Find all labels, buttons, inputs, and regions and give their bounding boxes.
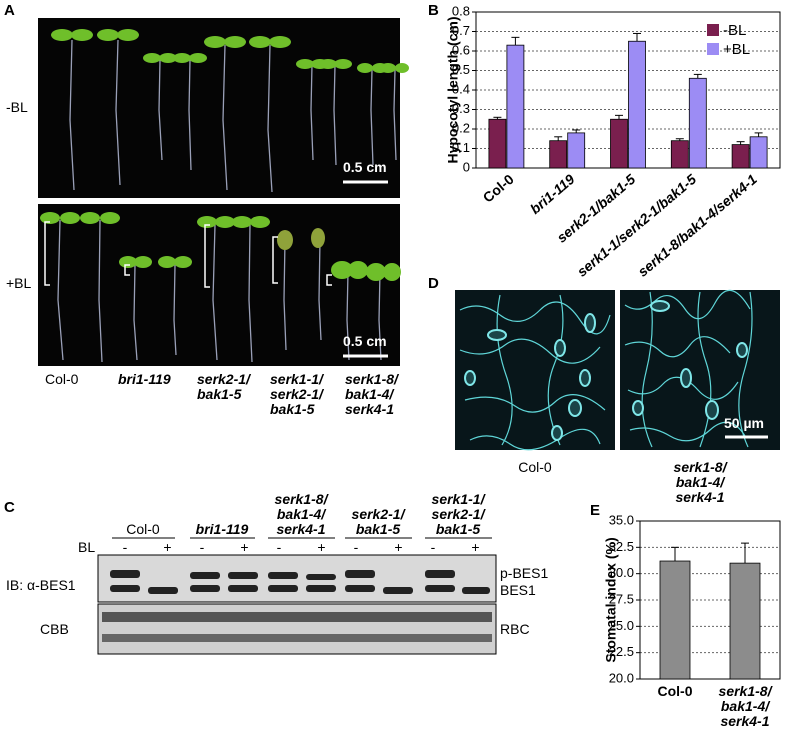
genotype-label: serk1-1/ serk2-1/ bak1-5 — [270, 371, 323, 417]
y-tick-label: 20.0 — [609, 670, 634, 685]
panel-label: B — [428, 2, 439, 19]
y-tick-label: 0.8 — [452, 3, 470, 18]
x-tick-label: serk1-8/ bak1-4/ serk4-1 — [718, 683, 772, 729]
x-tick-label: serk1-8/bak1-4/serk4-1 — [635, 171, 761, 280]
plot-frame — [639, 520, 781, 680]
loading-label: CBB — [40, 621, 69, 637]
y-axis-label: Hypocotyl length (cm) — [445, 16, 461, 163]
y-tick-label: 27.5 — [609, 591, 634, 606]
lane-sign: - — [199, 539, 205, 555]
lane-sign: - — [353, 539, 359, 555]
panel-label: A — [4, 2, 15, 19]
antibody-label: IB: α-BES1 — [6, 577, 76, 593]
lane-sign: - — [276, 539, 282, 555]
panel-label: D — [428, 275, 439, 292]
scale-bar-label: 0.5 cm — [343, 159, 387, 175]
genotype-label: bri1-119 — [195, 521, 249, 537]
y-tick-label: 25.0 — [609, 618, 634, 633]
y-tick-label: 0.5 — [452, 62, 470, 77]
y-tick-label: 0.3 — [452, 101, 470, 116]
genotype-label: Col-0 — [126, 521, 160, 537]
y-tick-label: 0 — [463, 159, 470, 174]
bar — [731, 144, 750, 169]
bar — [688, 77, 707, 169]
condition-label: +BL — [6, 275, 32, 291]
genotype-label: serk2-1/ bak1-5 — [351, 506, 405, 537]
lane-sign: - — [430, 539, 436, 555]
genotype-label: serk1-8/ bak1-4/ serk4-1 — [274, 491, 328, 537]
y-tick-label: 30.0 — [609, 565, 634, 580]
bar — [659, 560, 691, 680]
genotype-label: serk1-8/ bak1-4/ serk4-1 — [345, 371, 398, 417]
bar — [749, 136, 768, 169]
blot-bands — [102, 570, 492, 642]
bar — [567, 132, 586, 169]
x-tick-label: Col-0 — [657, 683, 693, 699]
lane-sign: + — [394, 539, 403, 555]
bar — [506, 44, 525, 169]
legend-swatch — [707, 43, 719, 55]
photo-plus-bl — [38, 204, 400, 366]
blot-cbb — [97, 603, 497, 655]
brackets — [44, 221, 332, 288]
scale-bar-label: 50 µm — [724, 415, 764, 431]
genotype-label: bri1-119 — [118, 371, 171, 387]
y-tick-label: 0.4 — [452, 81, 470, 96]
legend-label: +BL — [723, 41, 750, 58]
bar — [610, 118, 628, 169]
band-label: p-BES1 — [500, 565, 549, 581]
legend-label: -BL — [723, 22, 746, 39]
x-tick-label: bri1-119 — [527, 171, 578, 217]
bar — [628, 40, 646, 169]
lane-sign: + — [240, 539, 249, 555]
y-tick-label: 0.1 — [452, 140, 470, 155]
x-tick-label: serk1-1/serk2-1/bak1-5 — [574, 171, 700, 280]
genotype-label: serk1-1/ serk2-1/ bak1-5 — [431, 491, 485, 537]
genotype-label: Col-0 — [518, 459, 552, 475]
y-tick-label: 35.0 — [609, 512, 634, 527]
band-label: BES1 — [500, 582, 536, 598]
plot-frame — [475, 11, 781, 169]
genotype-label: serk2-1/ bak1-5 — [197, 371, 250, 402]
bar — [488, 118, 507, 169]
lane-sign: + — [471, 539, 480, 555]
seedlings — [57, 39, 397, 363]
cotyledons — [40, 29, 409, 281]
lane-sign: - — [122, 539, 128, 555]
y-tick-label: 0.7 — [452, 23, 470, 38]
y-tick-label: 0.2 — [452, 120, 470, 135]
photo-minus-bl — [38, 18, 400, 198]
panel-label: C — [4, 499, 15, 516]
bar — [549, 140, 568, 169]
bar — [670, 140, 689, 169]
y-tick-label: 32.5 — [609, 539, 634, 554]
panel-label: E — [590, 502, 601, 519]
band-label: RBC — [500, 621, 530, 637]
legend-swatch — [707, 24, 719, 36]
y-tick-label: 0.6 — [452, 42, 470, 57]
bar — [729, 562, 761, 680]
stomata — [464, 300, 748, 441]
genotype-label: Col-0 — [45, 371, 79, 387]
lane-sign: + — [163, 539, 172, 555]
blot-bes1 — [97, 554, 497, 603]
x-tick-label: Col-0 — [480, 171, 517, 206]
cell-outlines — [459, 289, 753, 451]
y-axis-label: Stomatal index (%) — [603, 537, 619, 662]
condition-label: -BL — [6, 99, 28, 115]
treatment-label: BL — [78, 539, 96, 555]
y-tick-label: 22.5 — [609, 644, 634, 659]
scale-bar-label: 0.5 cm — [343, 333, 387, 349]
lane-sign: + — [317, 539, 326, 555]
genotype-label: serk1-8/ bak1-4/ serk4-1 — [673, 459, 727, 505]
